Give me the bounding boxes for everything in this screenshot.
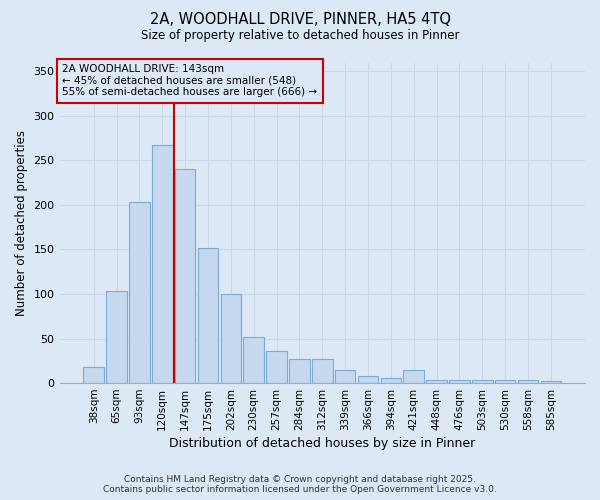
Text: 2A WOODHALL DRIVE: 143sqm
← 45% of detached houses are smaller (548)
55% of semi: 2A WOODHALL DRIVE: 143sqm ← 45% of detac… (62, 64, 317, 98)
Bar (83, 367, 104, 383)
Bar (472, 380, 493, 383)
Y-axis label: Number of detached properties: Number of detached properties (15, 130, 28, 316)
Bar (152, 146, 173, 383)
Bar (198, 248, 218, 383)
Bar (541, 382, 561, 383)
Text: Contains HM Land Registry data © Crown copyright and database right 2025.
Contai: Contains HM Land Registry data © Crown c… (103, 474, 497, 494)
Text: 2A, WOODHALL DRIVE, PINNER, HA5 4TQ: 2A, WOODHALL DRIVE, PINNER, HA5 4TQ (149, 12, 451, 28)
Bar (380, 378, 401, 383)
Bar (358, 376, 378, 383)
Bar (495, 380, 515, 383)
Bar (403, 370, 424, 383)
Bar (221, 294, 241, 383)
Bar (426, 380, 447, 383)
Bar (312, 359, 332, 383)
X-axis label: Distribution of detached houses by size in Pinner: Distribution of detached houses by size … (169, 437, 475, 450)
Bar (518, 380, 538, 383)
Bar (266, 351, 287, 383)
Text: Size of property relative to detached houses in Pinner: Size of property relative to detached ho… (141, 29, 459, 42)
Bar (289, 359, 310, 383)
Bar (244, 337, 264, 383)
Bar (175, 170, 196, 383)
Bar (335, 370, 355, 383)
Bar (449, 380, 470, 383)
Bar (106, 292, 127, 383)
Bar (129, 202, 150, 383)
